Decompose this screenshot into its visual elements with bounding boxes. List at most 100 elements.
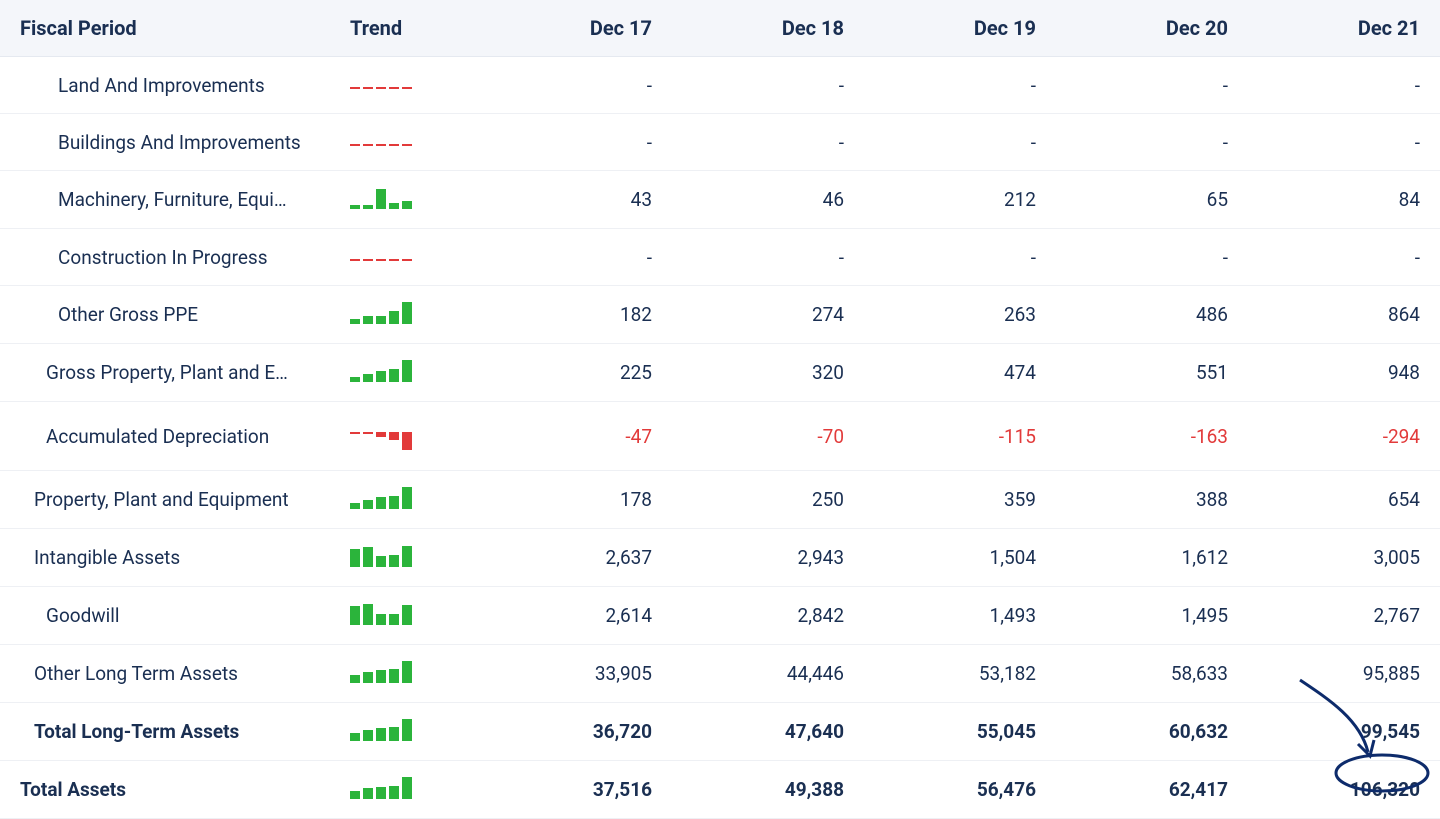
row-trend	[330, 761, 480, 819]
cell-value: 654	[1248, 471, 1440, 529]
cell-value: 55,045	[864, 703, 1056, 761]
col-period-4[interactable]: Dec 21	[1248, 0, 1440, 57]
cell-value: 250	[672, 471, 864, 529]
table-row[interactable]: Total Long-Term Assets 36,72047,64055,045…	[0, 703, 1440, 761]
row-trend	[330, 57, 480, 114]
sparkline	[350, 717, 412, 741]
cell-value: -	[480, 229, 672, 286]
cell-value: -294	[1248, 402, 1440, 471]
row-trend	[330, 471, 480, 529]
cell-value: 65	[1056, 171, 1248, 229]
table-row[interactable]: Property, Plant and Equipment17825035938…	[0, 471, 1440, 529]
cell-value: 95,885	[1248, 645, 1440, 703]
col-period-1[interactable]: Dec 18	[672, 0, 864, 57]
row-trend	[330, 171, 480, 229]
cell-value: 2,842	[672, 587, 864, 645]
cell-value: -	[1056, 57, 1248, 114]
table-body: Land And Improvements-----Buildings And …	[0, 57, 1440, 819]
cell-value: 388	[1056, 471, 1248, 529]
cell-value: -	[480, 57, 672, 114]
cell-value: 44,446	[672, 645, 864, 703]
row-label: Total Long-Term Assets	[0, 703, 330, 761]
cell-value: -115	[864, 402, 1056, 471]
row-label: Land And Improvements	[0, 57, 330, 114]
col-fiscal[interactable]: Fiscal Period	[0, 0, 330, 57]
row-trend	[330, 587, 480, 645]
row-label: Other Gross PPE	[0, 286, 330, 344]
cell-value: 320	[672, 344, 864, 402]
table-row[interactable]: Land And Improvements-----	[0, 57, 1440, 114]
row-trend	[330, 114, 480, 171]
cell-value: 274	[672, 286, 864, 344]
financial-table: Fiscal Period Trend Dec 17 Dec 18 Dec 19…	[0, 0, 1440, 819]
cell-value: 263	[864, 286, 1056, 344]
cell-value: -	[1248, 229, 1440, 286]
row-trend	[330, 229, 480, 286]
col-trend[interactable]: Trend	[330, 0, 480, 57]
cell-value: 56,476	[864, 761, 1056, 819]
cell-value: -	[1056, 229, 1248, 286]
cell-value: 182	[480, 286, 672, 344]
row-label: Construction In Progress	[0, 229, 330, 286]
cell-value: -	[672, 229, 864, 286]
table-row[interactable]: Total Assets37,51649,38856,47662,417106,…	[0, 761, 1440, 819]
table-row[interactable]: Intangible Assets2,6372,9431,5041,6123,0…	[0, 529, 1440, 587]
financial-table-wrapper: Fiscal Period Trend Dec 17 Dec 18 Dec 19…	[0, 0, 1440, 819]
cell-value: 1,495	[1056, 587, 1248, 645]
cell-value: -47	[480, 402, 672, 471]
cell-value: 53,182	[864, 645, 1056, 703]
cell-value: 864	[1248, 286, 1440, 344]
table-row[interactable]: Other Gross PPE182274263486864	[0, 286, 1440, 344]
table-row[interactable]: Goodwill 2,6142,8421,4931,4952,767	[0, 587, 1440, 645]
sparkline	[350, 185, 412, 209]
cell-value: 84	[1248, 171, 1440, 229]
col-period-3[interactable]: Dec 20	[1056, 0, 1248, 57]
cell-value: -	[864, 57, 1056, 114]
table-row[interactable]: Gross Property, Plant and E…225320474551…	[0, 344, 1440, 402]
row-trend	[330, 286, 480, 344]
row-label: Accumulated Depreciation	[0, 402, 330, 471]
row-trend	[330, 703, 480, 761]
cell-value: 2,614	[480, 587, 672, 645]
row-label: Buildings And Improvements	[0, 114, 330, 171]
row-trend	[330, 645, 480, 703]
sparkline	[350, 300, 412, 324]
cell-value: -70	[672, 402, 864, 471]
cell-value: 37,516	[480, 761, 672, 819]
cell-value: 2,943	[672, 529, 864, 587]
cell-value: 225	[480, 344, 672, 402]
cell-value: 99,545	[1248, 703, 1440, 761]
header-row: Fiscal Period Trend Dec 17 Dec 18 Dec 19…	[0, 0, 1440, 57]
row-label: Goodwill	[0, 587, 330, 645]
cell-value: 33,905	[480, 645, 672, 703]
cell-value: 43	[480, 171, 672, 229]
cell-value: -	[672, 114, 864, 171]
cell-value: 47,640	[672, 703, 864, 761]
row-label: Total Assets	[0, 761, 330, 819]
cell-value: 36,720	[480, 703, 672, 761]
sparkline	[350, 485, 412, 509]
cell-value: 474	[864, 344, 1056, 402]
cell-value: 2,767	[1248, 587, 1440, 645]
row-label: Intangible Assets	[0, 529, 330, 587]
row-trend	[330, 344, 480, 402]
cell-value: 1,612	[1056, 529, 1248, 587]
cell-value: 1,493	[864, 587, 1056, 645]
table-row[interactable]: Other Long Term Assets 33,90544,44653,182…	[0, 645, 1440, 703]
cell-value: 58,633	[1056, 645, 1248, 703]
cell-value: -	[480, 114, 672, 171]
row-label: Other Long Term Assets	[0, 645, 330, 703]
col-period-2[interactable]: Dec 19	[864, 0, 1056, 57]
cell-value: 62,417	[1056, 761, 1248, 819]
cell-value: 106,320	[1248, 761, 1440, 819]
row-trend	[330, 529, 480, 587]
table-row[interactable]: Construction In Progress-----	[0, 229, 1440, 286]
cell-value: -	[1056, 114, 1248, 171]
sparkline	[350, 432, 412, 456]
sparkline	[350, 132, 412, 156]
table-row[interactable]: Accumulated Depreciation-47-70-115-163-2…	[0, 402, 1440, 471]
col-period-0[interactable]: Dec 17	[480, 0, 672, 57]
table-row[interactable]: Machinery, Furniture, Equi…43462126584	[0, 171, 1440, 229]
table-row[interactable]: Buildings And Improvements-----	[0, 114, 1440, 171]
sparkline	[350, 775, 412, 799]
